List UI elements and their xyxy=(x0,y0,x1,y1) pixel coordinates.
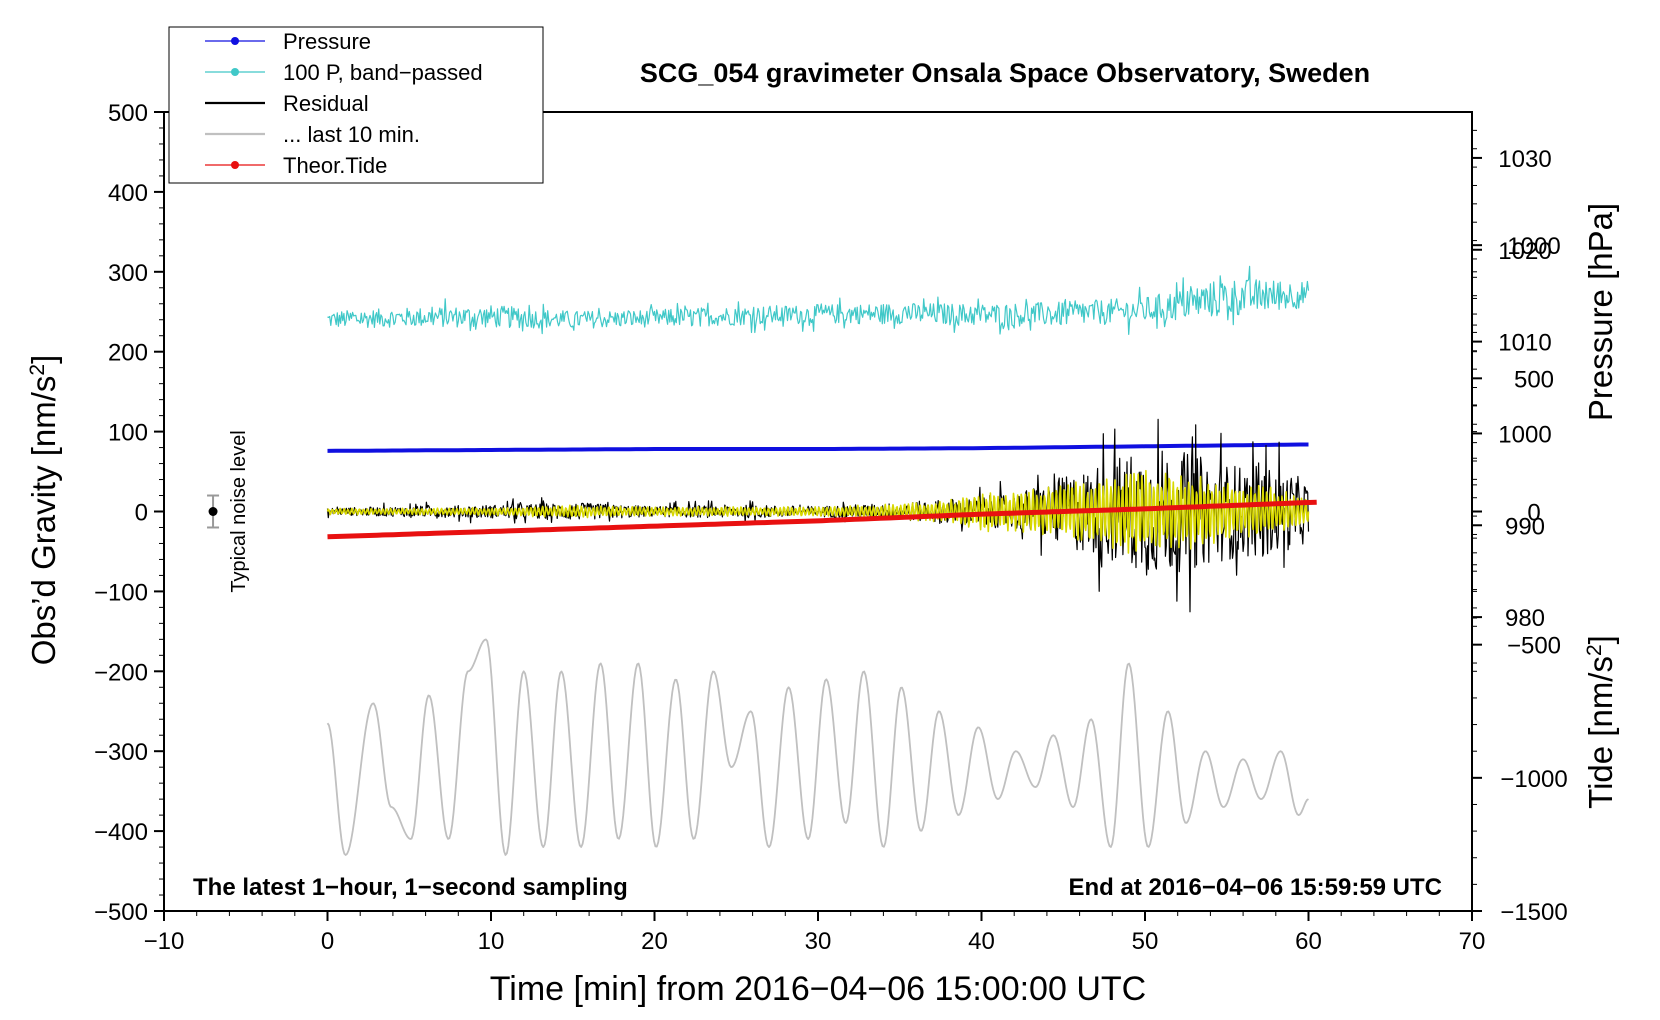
legend-residual: Residual xyxy=(205,91,369,116)
legend-swatch-dot xyxy=(231,68,239,76)
legend-label: Pressure xyxy=(283,29,371,54)
x-tick-label: 0 xyxy=(321,928,334,955)
tide-tick-label: 0 xyxy=(1527,500,1540,527)
series-pressure xyxy=(327,442,1309,453)
tide-tick-label: 1000 xyxy=(1507,233,1560,260)
y-tick-label: −300 xyxy=(94,739,148,766)
series-theor-tide xyxy=(327,499,1317,540)
y-axis-label-main: Obs’d Gravity [nm/s xyxy=(25,376,62,666)
noise-marker-group: Typical noise level xyxy=(207,430,250,593)
legend-100-p-band-passed: 100 P, band−passed xyxy=(205,60,483,85)
pressure-tick-label: 980 xyxy=(1505,605,1545,632)
y-tick-label: 0 xyxy=(135,500,148,527)
pressure-axis-label: Pressure [hPa] xyxy=(1582,203,1619,421)
legend-label: Residual xyxy=(283,91,369,116)
pressure-tick-label: 990 xyxy=(1505,513,1545,540)
legend-theor-tide: Theor.Tide xyxy=(205,153,387,178)
legend-entries: Pressure 100 P, band−passed Residual ... la… xyxy=(205,29,483,178)
tide-tick-label: −1500 xyxy=(1500,899,1567,926)
y-tick-label: 400 xyxy=(108,180,148,207)
noise-point xyxy=(208,507,218,516)
series-100-p-band-passed xyxy=(327,265,1310,335)
series-layer xyxy=(326,265,1317,856)
legend: Pressure 100 P, band−passed Residual ... la… xyxy=(168,26,544,184)
y-axis-label: Obs’d Gravity [nm/s2] xyxy=(25,355,62,666)
x-tick-label: −10 xyxy=(144,928,185,955)
tide-axis-label-main: Tide [nm/s xyxy=(1582,656,1619,809)
pressure-tick-label: 1020 xyxy=(1498,238,1551,265)
pressure-tick-label: 1000 xyxy=(1498,421,1551,448)
y-tick-label: −200 xyxy=(94,659,148,686)
x-tick-label: 20 xyxy=(641,928,668,955)
x-tick-label: 10 xyxy=(478,928,505,955)
tide-axis-label: Tide [nm/s2] xyxy=(1582,635,1619,809)
x-tick-label: 70 xyxy=(1459,928,1486,955)
legend-label: ... last 10 min. xyxy=(283,122,420,147)
noise-level-label: Typical noise level xyxy=(228,430,250,592)
annotation-bottom-right: End at 2016−04−06 15:59:59 UTC xyxy=(1068,874,1442,901)
legend-label: 100 P, band−passed xyxy=(283,60,483,85)
y-tick-label: −400 xyxy=(94,819,148,846)
y-tick-label: 500 xyxy=(108,100,148,127)
series-band-passed-residual xyxy=(326,469,1310,554)
y-axis-label-sup: 2 xyxy=(26,364,49,376)
pressure-tick-label: 1010 xyxy=(1498,330,1551,357)
y-tick-label: 300 xyxy=(108,260,148,287)
y-tick-label: 200 xyxy=(108,340,148,367)
y-tick-label: 100 xyxy=(108,420,148,447)
legend-swatch-dot xyxy=(231,37,239,45)
annotation-bottom-left: The latest 1−hour, 1−second sampling xyxy=(193,874,628,901)
tide-axis-label-end: ] xyxy=(1582,635,1619,644)
y-axis-label-end: ] xyxy=(25,355,62,364)
legend-pressure: Pressure xyxy=(205,29,371,54)
y-tick-label: −500 xyxy=(94,899,148,926)
series-last-10-min xyxy=(326,638,1309,856)
x-tick-label: 40 xyxy=(968,928,995,955)
tide-tick-label: −500 xyxy=(1507,633,1561,660)
legend-swatch-dot xyxy=(231,161,239,169)
pressure-tick-label: 1030 xyxy=(1498,146,1551,173)
y-tick-label: −100 xyxy=(94,579,148,606)
tide-tick-label: −1000 xyxy=(1500,766,1567,793)
x-tick-label: 50 xyxy=(1132,928,1159,955)
x-tick-label: 30 xyxy=(805,928,832,955)
legend-box xyxy=(168,26,544,184)
x-tick-label: 60 xyxy=(1295,928,1322,955)
chart-title: SCG_054 gravimeter Onsala Space Observat… xyxy=(640,58,1370,88)
tide-tick-label: 500 xyxy=(1514,366,1554,393)
axis-ticks: −10 0 10 20 30 40 50 60 705004003002001000−100−2… xyxy=(94,100,1568,955)
legend-label: Theor.Tide xyxy=(283,153,387,178)
tide-axis-label-sup: 2 xyxy=(1583,644,1606,656)
x-axis-label: Time [min] from 2016−04−06 15:00:00 UTC xyxy=(490,970,1146,1008)
legend-last-10-min: ... last 10 min. xyxy=(205,122,420,147)
